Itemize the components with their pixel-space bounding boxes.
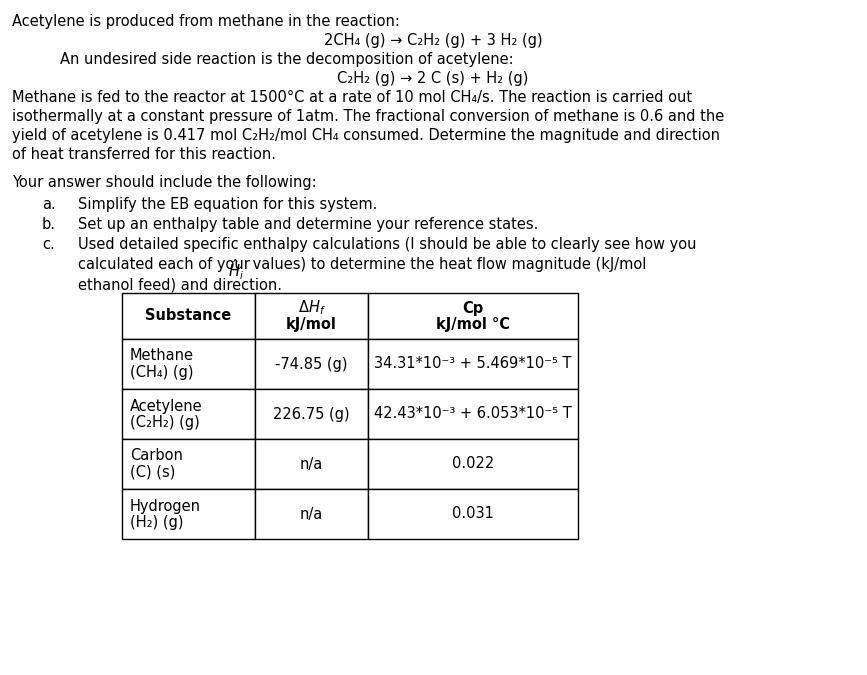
Text: b.: b. xyxy=(42,217,56,232)
Text: 42.43*10⁻³ + 6.053*10⁻⁵ T: 42.43*10⁻³ + 6.053*10⁻⁵ T xyxy=(375,406,572,421)
Text: 2CH₄ (g) → C₂H₂ (g) + 3 H₂ (g): 2CH₄ (g) → C₂H₂ (g) + 3 H₂ (g) xyxy=(323,33,543,48)
Text: (C) (s): (C) (s) xyxy=(130,464,175,479)
Text: c.: c. xyxy=(42,237,55,252)
Text: Substance: Substance xyxy=(146,308,231,323)
Bar xyxy=(255,389,368,439)
Text: An undesired side reaction is the decomposition of acetylene:: An undesired side reaction is the decomp… xyxy=(60,52,513,67)
Text: Simplify the EB equation for this system.: Simplify the EB equation for this system… xyxy=(78,197,377,212)
Text: (H₂) (g): (H₂) (g) xyxy=(130,514,184,529)
Bar xyxy=(122,293,255,339)
Bar xyxy=(122,339,255,389)
Bar xyxy=(122,489,255,539)
Bar xyxy=(255,339,368,389)
Text: -74.85 (g): -74.85 (g) xyxy=(275,356,348,371)
Bar xyxy=(122,439,255,489)
Text: n/a: n/a xyxy=(300,506,323,522)
Text: isothermally at a constant pressure of 1atm. The fractional conversion of methan: isothermally at a constant pressure of 1… xyxy=(12,109,724,124)
Bar xyxy=(368,389,578,439)
Text: kJ/mol: kJ/mol xyxy=(286,317,337,331)
Text: 34.31*10⁻³ + 5.469*10⁻⁵ T: 34.31*10⁻³ + 5.469*10⁻⁵ T xyxy=(375,356,571,371)
Text: 0.022: 0.022 xyxy=(452,456,494,472)
Text: a.: a. xyxy=(42,197,55,212)
Text: Used detailed specific enthalpy calculations (I should be able to clearly see ho: Used detailed specific enthalpy calculat… xyxy=(78,237,696,252)
Text: 226.75 (g): 226.75 (g) xyxy=(273,406,349,421)
Bar xyxy=(368,489,578,539)
Text: (C₂H₂) (g): (C₂H₂) (g) xyxy=(130,414,199,429)
Text: $\hat{H}_i$: $\hat{H}_i$ xyxy=(228,257,244,281)
Text: Set up an enthalpy table and determine your reference states.: Set up an enthalpy table and determine y… xyxy=(78,217,538,232)
Text: Carbon: Carbon xyxy=(130,448,183,464)
Bar xyxy=(368,339,578,389)
Bar xyxy=(368,439,578,489)
Text: C₂H₂ (g) → 2 C (s) + H₂ (g): C₂H₂ (g) → 2 C (s) + H₂ (g) xyxy=(337,71,529,86)
Text: n/a: n/a xyxy=(300,456,323,472)
Bar xyxy=(368,293,578,339)
Text: 0.031: 0.031 xyxy=(452,506,494,522)
Text: values) to determine the heat flow magnitude (kJ/mol: values) to determine the heat flow magni… xyxy=(248,257,647,272)
Text: (CH₄) (g): (CH₄) (g) xyxy=(130,364,193,379)
Text: Methane is fed to the reactor at 1500°C at a rate of 10 mol CH₄/s. The reaction : Methane is fed to the reactor at 1500°C … xyxy=(12,90,692,105)
Text: Acetylene is produced from methane in the reaction:: Acetylene is produced from methane in th… xyxy=(12,14,400,29)
Text: Hydrogen: Hydrogen xyxy=(130,499,201,514)
Text: $\Delta H_f$: $\Delta H_f$ xyxy=(297,298,325,317)
Text: calculated each of your: calculated each of your xyxy=(78,257,255,272)
Text: yield of acetylene is 0.417 mol C₂H₂/mol CH₄ consumed. Determine the magnitude a: yield of acetylene is 0.417 mol C₂H₂/mol… xyxy=(12,128,720,143)
Bar xyxy=(255,489,368,539)
Bar xyxy=(255,293,368,339)
Text: Methane: Methane xyxy=(130,348,194,364)
Bar xyxy=(122,389,255,439)
Text: ethanol feed) and direction.: ethanol feed) and direction. xyxy=(78,277,282,292)
Text: kJ/mol °C: kJ/mol °C xyxy=(436,317,510,331)
Text: Your answer should include the following:: Your answer should include the following… xyxy=(12,175,316,190)
Text: of heat transferred for this reaction.: of heat transferred for this reaction. xyxy=(12,147,276,162)
Bar xyxy=(255,439,368,489)
Text: Acetylene: Acetylene xyxy=(130,398,203,414)
Text: Cp: Cp xyxy=(462,300,484,315)
